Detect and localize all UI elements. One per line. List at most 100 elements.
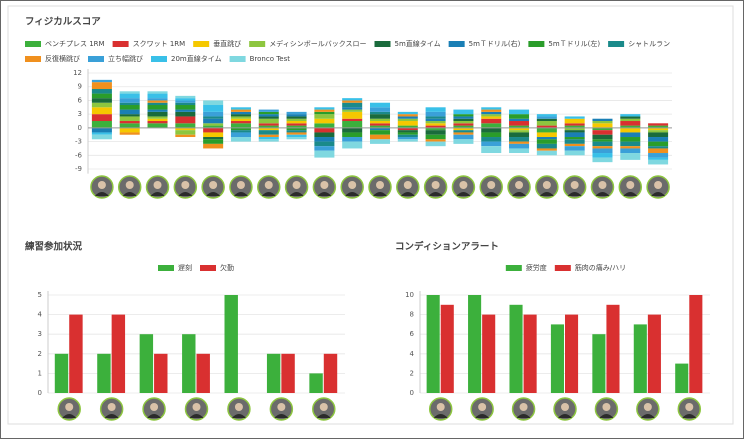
bar-segment <box>592 139 612 141</box>
bar <box>309 373 322 393</box>
bar-segment <box>120 91 140 93</box>
bar <box>182 334 195 393</box>
bar-segment <box>287 123 307 125</box>
bar-segment <box>453 130 473 132</box>
bar-segment <box>203 123 223 125</box>
bar-segment <box>398 112 418 114</box>
avatar-face <box>543 181 551 189</box>
legend-label: 欠勤 <box>220 263 234 272</box>
bar-segment <box>592 153 612 158</box>
bar <box>427 295 440 393</box>
bar-segment <box>342 112 362 119</box>
bar <box>509 305 522 393</box>
bar-segment <box>120 103 140 105</box>
avatar-face <box>459 181 467 189</box>
bar-segment <box>648 137 668 142</box>
bar-segment <box>231 114 251 116</box>
bar-segment <box>203 137 223 139</box>
bar-segment <box>342 110 362 112</box>
bar <box>197 354 210 393</box>
bar-segment <box>148 121 168 123</box>
bar-segment <box>342 142 362 149</box>
bar-segment <box>148 110 168 112</box>
bar-segment <box>398 116 418 118</box>
bar-segment <box>481 137 501 142</box>
bar-segment <box>148 94 168 99</box>
bar-segment <box>342 100 362 102</box>
bar-segment <box>370 112 390 114</box>
legend-swatch <box>88 56 104 62</box>
bar-segment <box>342 121 362 128</box>
chart-title: 練習参加状況 <box>25 241 83 253</box>
bar-segment <box>481 123 501 128</box>
bar-segment <box>259 139 279 141</box>
y-tick-label: 6 <box>410 330 415 338</box>
legend-swatch <box>555 265 571 271</box>
bar-segment <box>370 130 390 135</box>
bar-segment <box>398 130 418 132</box>
avatar-face <box>277 403 285 411</box>
bar-segment <box>453 116 473 118</box>
bar-segment <box>426 112 446 117</box>
bar-segment <box>509 119 529 121</box>
bar-segment <box>92 114 112 121</box>
bar-segment <box>481 128 501 133</box>
bar-segment <box>537 116 557 118</box>
bar-segment <box>175 98 195 100</box>
avatar-face <box>193 403 201 411</box>
legend-label: メディシンボールバックスロー <box>269 39 366 48</box>
bar-segment <box>287 137 307 139</box>
y-tick-label: 2 <box>38 350 42 358</box>
bar-segment <box>314 132 334 137</box>
bar-segment <box>259 130 279 135</box>
y-tick-label: 0 <box>38 389 42 397</box>
legend-label: 5mＴドリル(右) <box>469 39 521 48</box>
avatar-face <box>602 403 610 411</box>
bar <box>225 295 238 393</box>
bar-segment <box>592 130 612 135</box>
bar-segment <box>175 100 195 102</box>
bar-segment <box>92 98 112 103</box>
bar-segment <box>481 116 501 118</box>
legend-swatch <box>249 41 265 47</box>
avatar-face <box>154 181 162 189</box>
bar-segment <box>565 130 585 132</box>
bar <box>675 364 688 393</box>
bar-segment <box>620 114 640 116</box>
bar-segment <box>175 105 195 110</box>
y-tick-label: 2 <box>410 369 414 377</box>
bar-segment <box>565 137 585 139</box>
avatar-face <box>598 181 606 189</box>
bar-segment <box>314 146 334 151</box>
bar-segment <box>92 82 112 89</box>
chart-title: コンディションアラート <box>395 241 499 253</box>
avatar-face <box>376 181 384 189</box>
bar-segment <box>509 121 529 126</box>
bar-segment <box>648 142 668 147</box>
bar-segment <box>537 128 557 133</box>
legend-swatch <box>200 265 216 271</box>
bar-segment <box>426 130 446 135</box>
bar-segment <box>203 119 223 124</box>
bar-segment <box>453 139 473 144</box>
bar-segment <box>565 132 585 137</box>
bar-segment <box>287 119 307 121</box>
bar <box>140 334 153 393</box>
legend-swatch <box>375 41 391 47</box>
avatar-face <box>685 403 693 411</box>
bar-segment <box>148 123 168 128</box>
bar-segment <box>148 98 168 100</box>
bar-segment <box>620 119 640 121</box>
bar-segment <box>148 112 168 117</box>
bar-segment <box>648 153 668 158</box>
y-tick-label: 0 <box>78 124 82 132</box>
bar-segment <box>565 139 585 144</box>
bar-segment <box>175 130 195 135</box>
bar-segment <box>259 114 279 116</box>
bar-segment <box>453 135 473 140</box>
bar-segment <box>537 139 557 144</box>
bar <box>281 354 294 393</box>
avatar-face <box>520 403 528 411</box>
bar-segment <box>370 121 390 123</box>
bar-segment <box>259 116 279 118</box>
